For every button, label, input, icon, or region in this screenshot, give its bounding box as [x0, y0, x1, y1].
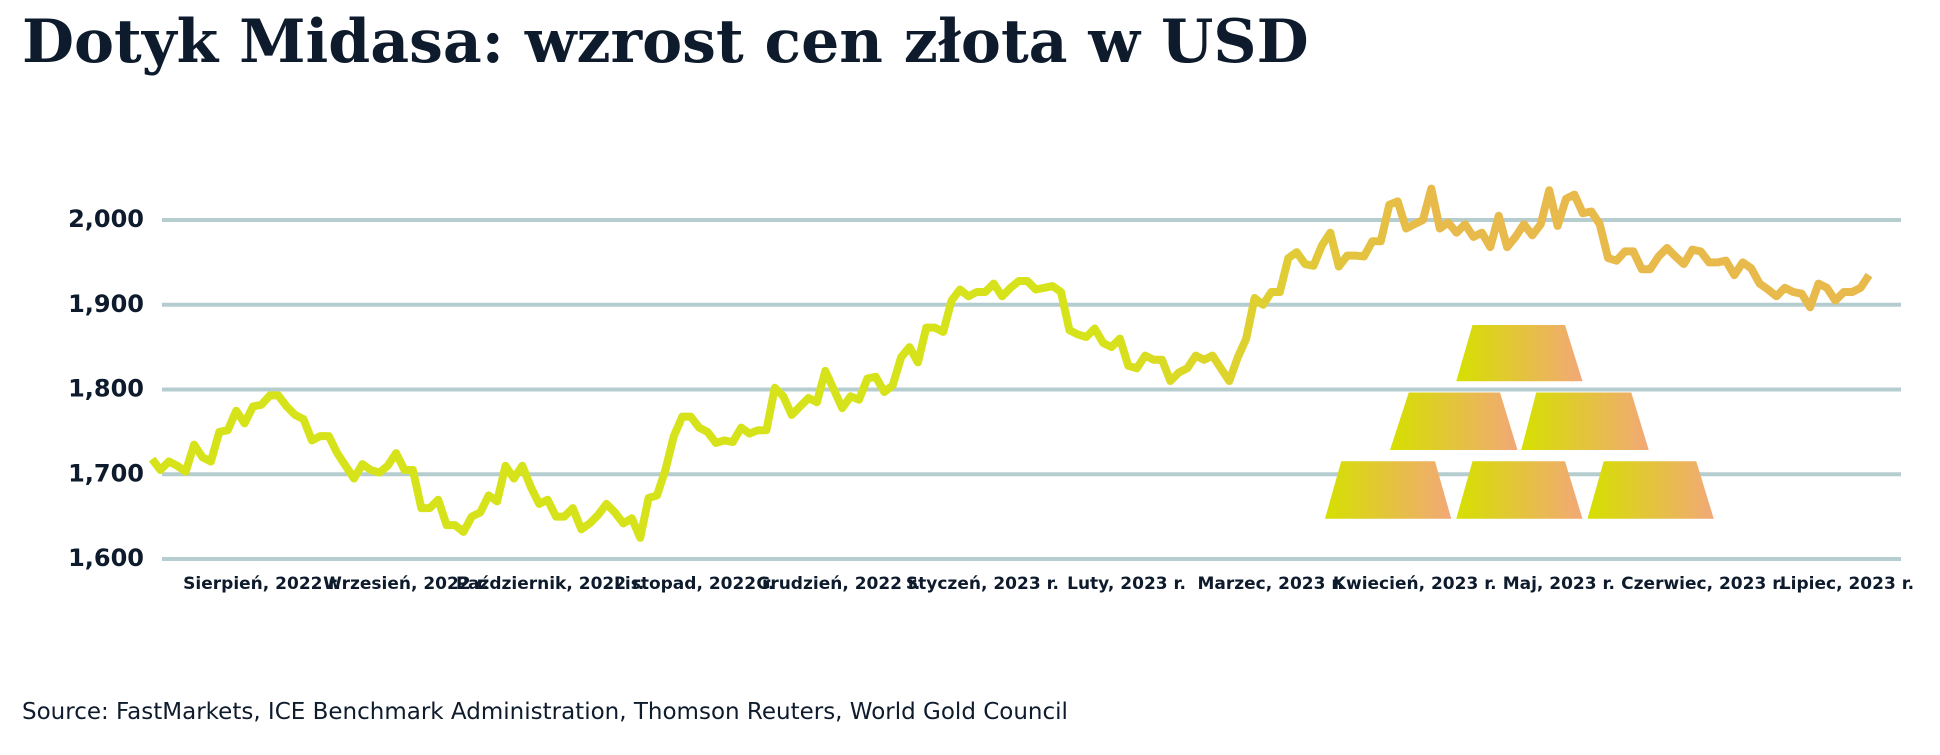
- x-tick-label: Listopad, 2022 r.: [614, 574, 774, 594]
- chart-title: Dotyk Midasa: wzrost cen złota w USD: [22, 7, 1309, 77]
- gold-bar: [1325, 461, 1452, 519]
- x-tick-label: Październik, 2022 r.: [456, 574, 644, 594]
- gold-bar: [1390, 392, 1518, 450]
- x-tick-label: Sierpień, 2022 r.: [183, 574, 341, 594]
- x-tick-label: Czerwiec, 2023 r.: [1621, 574, 1784, 594]
- gold-bars: [1325, 325, 1714, 519]
- source: Source: FastMarkets, ICE Benchmark Admin…: [22, 699, 1068, 725]
- plot: [148, 184, 1873, 542]
- price-line: [148, 184, 1873, 542]
- gold-bar: [1456, 325, 1583, 382]
- grid: 1,600 1,700 1,800 1,900 2,000 Sierpień, 2022 …: [68, 205, 1914, 594]
- x-tick-label: Grudzień, 2022 r.: [756, 574, 920, 594]
- x-tick-label: Luty, 2023 r.: [1067, 574, 1186, 594]
- y-tick-label: 1,600: [68, 544, 144, 572]
- y-tick-label: 2,000: [68, 205, 144, 233]
- y-tick-label: 1,900: [68, 290, 144, 318]
- y-tick-label: 1,800: [68, 375, 144, 403]
- y-tick-label: 1,700: [68, 459, 144, 487]
- x-tick-label: Marzec, 2023 r.: [1197, 574, 1343, 594]
- gold-bar: [1587, 461, 1714, 519]
- x-tick-label: Lipiec, 2023 r.: [1780, 574, 1914, 594]
- x-tick-label: Wrzesień, 2022 r.: [323, 574, 489, 594]
- x-tick-label: Kwiecień, 2023 r.: [1333, 574, 1497, 594]
- gold-bar: [1521, 392, 1649, 450]
- x-tick-label: Styczeń, 2023 r.: [906, 574, 1059, 594]
- gold-bar: [1456, 461, 1583, 519]
- x-tick-label: Maj, 2023 r.: [1503, 574, 1615, 594]
